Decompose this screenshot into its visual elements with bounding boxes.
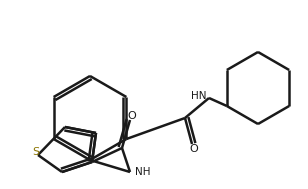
Text: O: O: [190, 144, 198, 154]
Text: S: S: [32, 147, 39, 157]
Text: NH: NH: [135, 167, 151, 177]
Text: O: O: [128, 111, 136, 121]
Text: HN: HN: [192, 91, 207, 101]
